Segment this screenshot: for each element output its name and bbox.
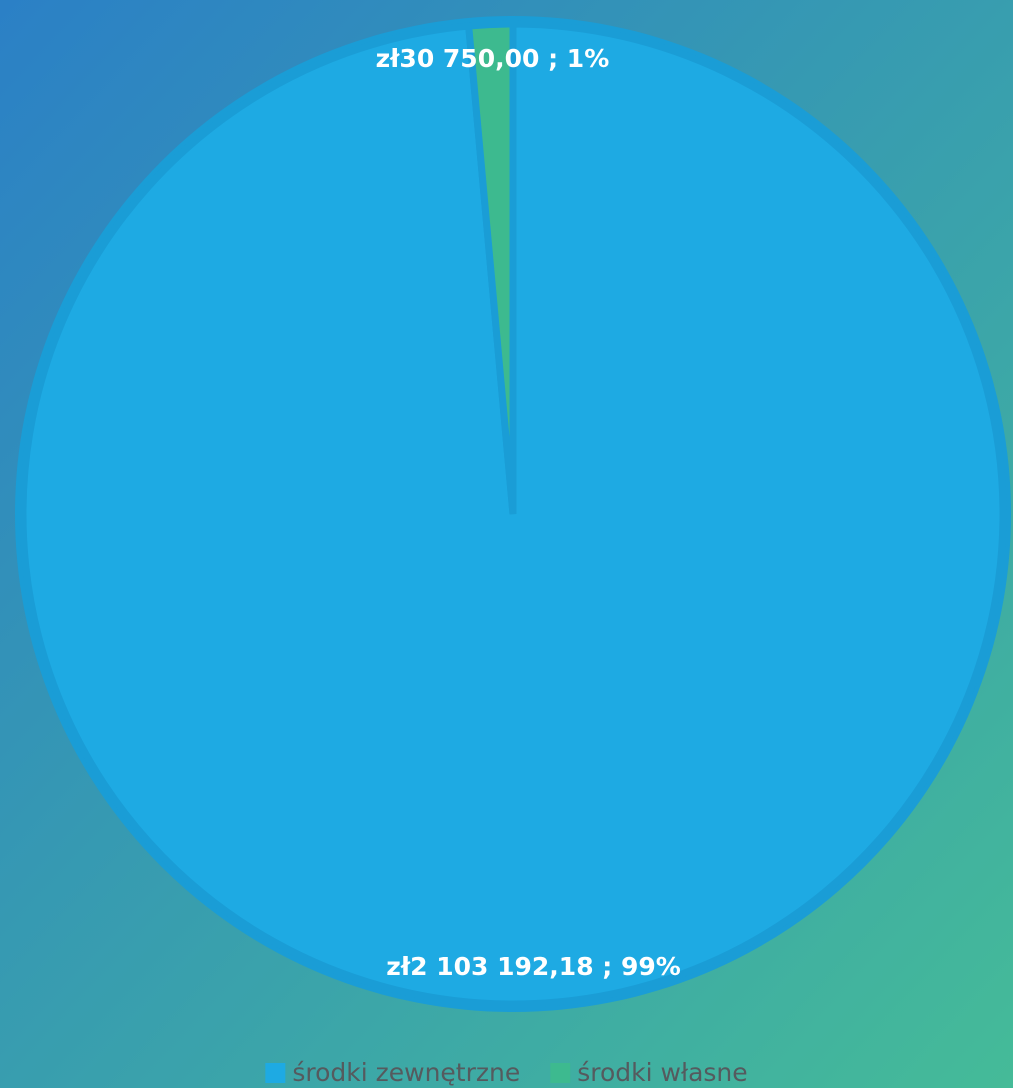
legend-swatch xyxy=(265,1063,286,1083)
legend-swatch xyxy=(550,1063,571,1083)
legend-label: środki zewnętrzne xyxy=(292,1058,520,1087)
data-label: zł30 750,00 ; 1% xyxy=(376,44,610,73)
legend-label: środki własne xyxy=(577,1058,747,1087)
pie-slice xyxy=(464,20,517,515)
pie xyxy=(15,16,1011,1012)
data-labels: zł2 103 192,18 ; 99% zł30 750,00 ; 1% xyxy=(376,44,681,981)
legend: środki zewnętrzne środki własne xyxy=(265,1058,748,1087)
data-label: zł2 103 192,18 ; 99% xyxy=(386,952,681,981)
